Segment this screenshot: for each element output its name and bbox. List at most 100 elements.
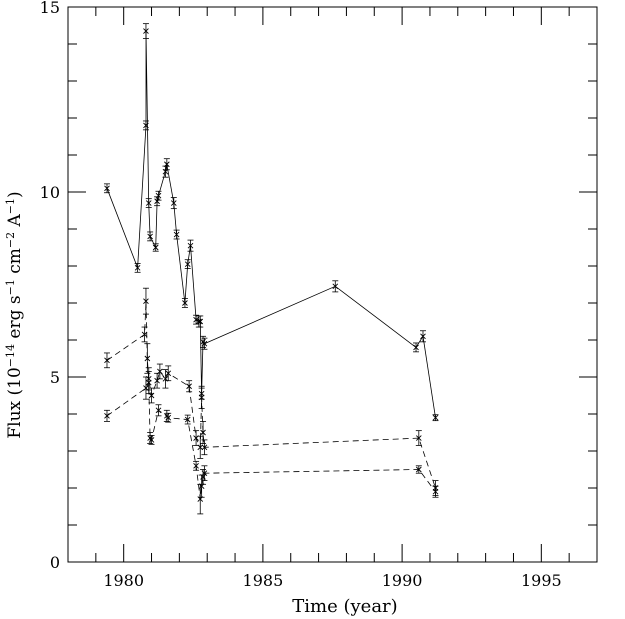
data-point xyxy=(156,363,163,380)
y-axis-label-exponent: −1 xyxy=(4,279,17,295)
point-marker xyxy=(415,466,422,473)
point-marker xyxy=(415,435,422,441)
data-point xyxy=(197,315,204,328)
series-line xyxy=(106,301,436,489)
y-axis-label-exponent: −1 xyxy=(4,198,17,214)
data-point xyxy=(154,372,161,389)
data-point xyxy=(195,315,202,328)
point-marker xyxy=(200,429,206,436)
data-point xyxy=(165,412,172,423)
data-point xyxy=(197,483,204,515)
y-axis-label-part: cm xyxy=(5,248,25,279)
point-marker xyxy=(152,244,159,251)
point-marker xyxy=(164,161,170,168)
point-marker xyxy=(197,444,204,451)
data-point xyxy=(413,342,420,353)
point-marker xyxy=(182,300,188,306)
point-marker xyxy=(184,261,191,267)
point-marker xyxy=(157,368,163,375)
data-point xyxy=(184,259,191,269)
series-3 xyxy=(103,371,439,515)
series-2 xyxy=(103,287,439,496)
data-point xyxy=(193,314,200,325)
data-point xyxy=(187,239,194,252)
data-point xyxy=(144,343,151,374)
point-marker xyxy=(201,340,208,347)
data-point xyxy=(147,231,154,242)
point-marker xyxy=(165,414,172,421)
series-1 xyxy=(103,23,439,422)
point-marker xyxy=(148,392,155,399)
data-point xyxy=(163,158,170,171)
point-marker xyxy=(143,28,149,34)
point-marker xyxy=(173,231,180,238)
data-point xyxy=(415,465,422,474)
point-marker xyxy=(197,318,204,325)
y-axis-label-part: Flux (10 xyxy=(5,367,25,438)
data-point xyxy=(193,430,200,446)
series-line xyxy=(106,30,436,418)
point-marker xyxy=(155,192,162,199)
data-point xyxy=(103,183,110,194)
point-marker xyxy=(332,283,339,290)
x-tick-label: 1995 xyxy=(521,571,562,590)
data-point xyxy=(103,352,110,369)
point-marker xyxy=(104,413,110,419)
data-point xyxy=(142,287,149,315)
data-point xyxy=(173,229,180,240)
data-point xyxy=(155,404,162,417)
x-tick-label: 1990 xyxy=(382,571,423,590)
y-axis-label-exponent: −14 xyxy=(4,344,17,367)
data-point xyxy=(193,460,200,471)
point-marker xyxy=(162,376,169,382)
data-point xyxy=(197,435,204,459)
point-marker xyxy=(187,242,194,249)
y-axis-label-exponent: −2 xyxy=(4,232,17,248)
data-point xyxy=(145,371,152,395)
y-axis-label-part: ) xyxy=(5,191,25,198)
data-point xyxy=(332,280,339,293)
data-point xyxy=(184,414,191,425)
point-marker xyxy=(165,370,172,377)
x-tick-label: 1985 xyxy=(243,571,284,590)
data-point xyxy=(201,465,208,482)
data-point xyxy=(142,120,149,131)
data-point xyxy=(145,198,152,208)
data-point xyxy=(148,435,155,445)
point-marker xyxy=(144,355,151,362)
data-point xyxy=(201,337,208,350)
point-marker xyxy=(148,437,155,443)
data-point xyxy=(155,190,162,201)
data-point xyxy=(170,197,177,210)
point-marker xyxy=(143,122,149,129)
point-marker xyxy=(198,394,205,401)
point-marker xyxy=(134,265,141,271)
point-marker xyxy=(143,385,149,391)
y-tick-label: 15 xyxy=(40,0,60,17)
point-marker xyxy=(420,333,426,340)
data-point xyxy=(181,298,188,308)
series-layer xyxy=(103,23,439,515)
point-marker xyxy=(104,185,110,192)
data-point xyxy=(419,330,426,343)
point-marker xyxy=(141,331,148,338)
point-marker xyxy=(184,416,191,423)
data-point xyxy=(152,243,159,252)
y-axis-label-part: A xyxy=(5,213,25,231)
point-marker xyxy=(145,379,152,386)
data-point xyxy=(154,196,161,207)
data-point xyxy=(186,380,193,393)
y-tick-label: 5 xyxy=(50,368,60,387)
point-marker xyxy=(201,444,208,451)
series-line xyxy=(106,382,436,500)
data-point xyxy=(201,439,208,456)
data-point xyxy=(415,430,422,446)
data-point xyxy=(142,376,149,400)
data-point xyxy=(432,414,439,422)
data-point xyxy=(148,387,155,404)
point-marker xyxy=(432,414,439,421)
y-tick-label: 10 xyxy=(40,183,60,202)
data-point xyxy=(165,365,172,382)
plot-frame xyxy=(67,6,598,563)
